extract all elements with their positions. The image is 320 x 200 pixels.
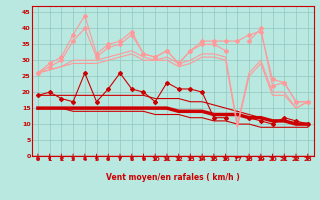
X-axis label: Vent moyen/en rafales ( km/h ): Vent moyen/en rafales ( km/h ): [106, 174, 240, 182]
